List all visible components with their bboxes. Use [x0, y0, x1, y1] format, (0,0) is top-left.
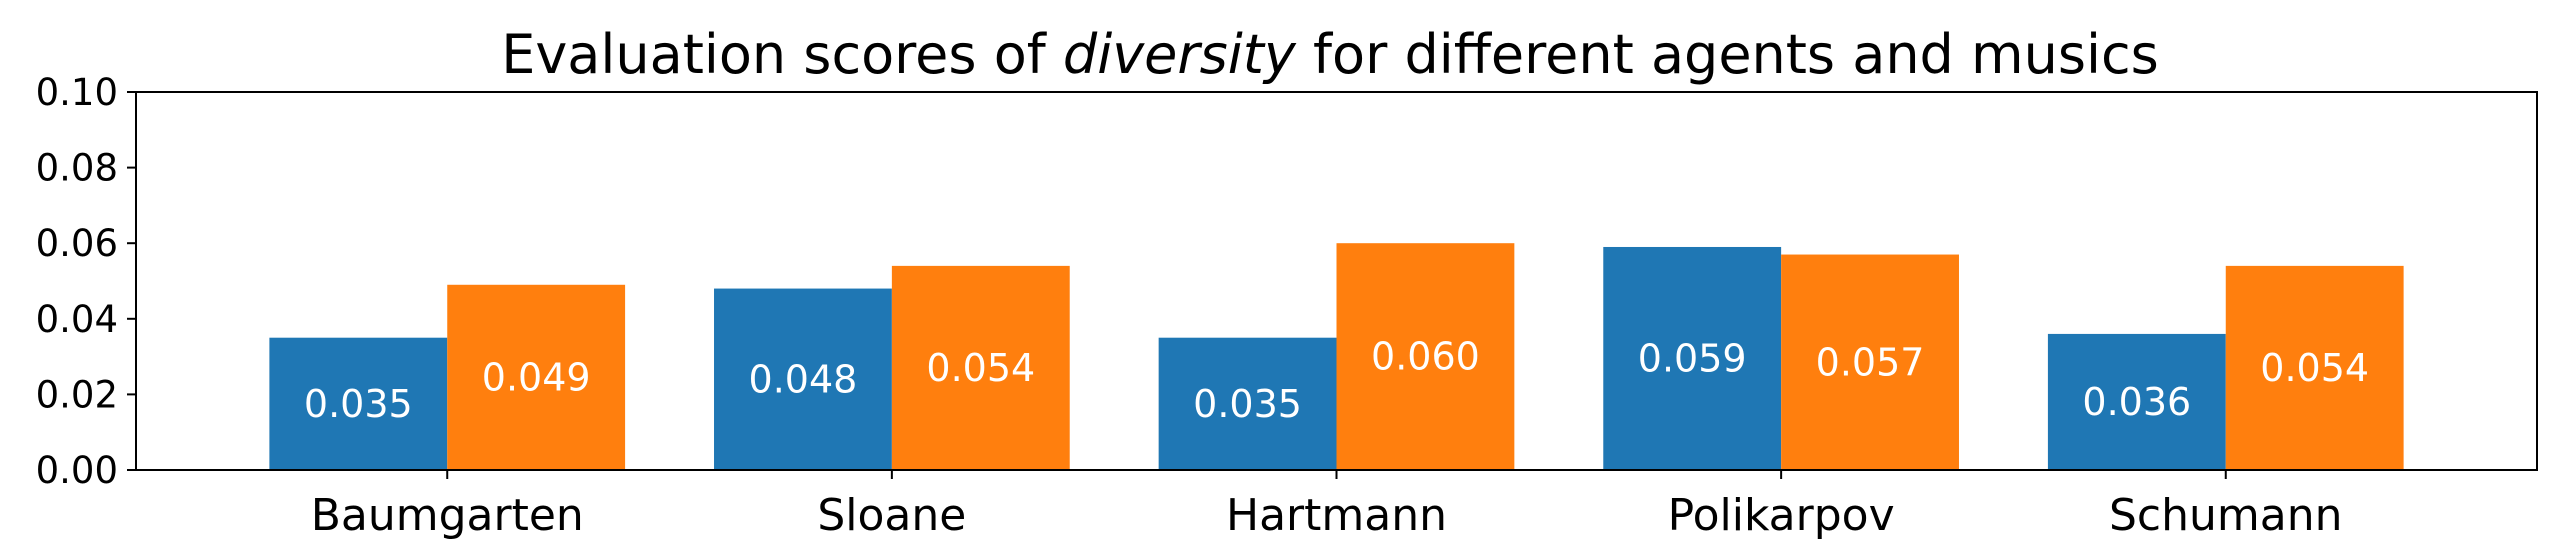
x-tick-label: Baumgarten [311, 490, 584, 541]
bar-series2-polikarpov [1781, 254, 1959, 470]
bar-series1-sloane [714, 288, 892, 470]
x-tick-label: Schumann [2109, 490, 2343, 541]
bar-value-label: 0.054 [926, 346, 1035, 390]
bar-value-label: 0.035 [304, 382, 413, 426]
y-tick-label: 0.04 [36, 298, 118, 341]
y-tick-label: 0.02 [36, 373, 118, 416]
bar-series1-baumgarten [269, 337, 448, 470]
y-tick-label: 0.00 [36, 449, 118, 492]
chart-title-prefix: Evaluation scores of [501, 23, 1063, 86]
bar-value-label: 0.059 [1638, 336, 1747, 380]
bar-series1-schumann [2047, 333, 2226, 470]
x-tick-label: Polikarpov [1668, 490, 1895, 541]
bar-series1-polikarpov [1603, 246, 1782, 470]
x-tick-label: Sloane [817, 490, 966, 541]
bar-series2-baumgarten [447, 284, 626, 470]
bar-value-label: 0.057 [1816, 340, 1925, 384]
bar-value-label: 0.049 [482, 355, 591, 399]
bar-series2-hartmann [1336, 243, 1515, 470]
bar-value-label: 0.036 [2082, 380, 2191, 424]
chart-title-emphasis: diversity [1063, 23, 1297, 86]
bar-series2-schumann [2225, 265, 2404, 470]
bar-series1-hartmann [1158, 337, 1337, 470]
chart-title: Evaluation scores of diversity for diffe… [501, 23, 2159, 86]
y-tick-label: 0.10 [36, 71, 118, 114]
y-tick-label: 0.06 [36, 222, 118, 265]
y-tick-label: 0.08 [36, 147, 118, 190]
chart-title-suffix: for different agents and musics [1296, 23, 2159, 86]
bar-value-label: 0.035 [1193, 382, 1302, 426]
x-tick-label: Hartmann [1226, 490, 1447, 541]
bar-value-label: 0.060 [1371, 335, 1480, 379]
bar-value-label: 0.048 [749, 357, 858, 401]
bar-series2-sloane [891, 265, 1070, 470]
bar-value-label: 0.054 [2260, 346, 2369, 390]
